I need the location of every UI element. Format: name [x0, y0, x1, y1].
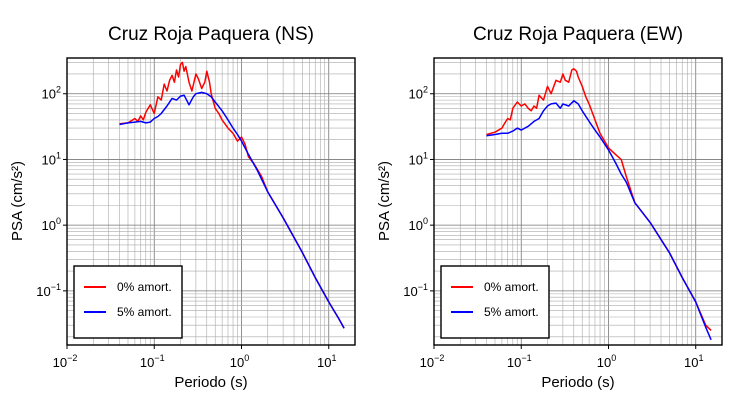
y-tick-label: 102	[409, 85, 428, 102]
legend: 0% amort. 5% amort.	[440, 265, 550, 339]
y-tick-label: 10−1	[403, 282, 428, 299]
series-line-5-amort	[486, 100, 712, 341]
x-tick-label: 10−1	[140, 353, 165, 370]
x-axis-label: Periodo (s)	[174, 374, 247, 391]
x-tick-label: 10−2	[53, 353, 78, 370]
x-axis-ticks: 10−2 10−1 100 101	[420, 345, 703, 370]
x-tick-label: 10−1	[507, 353, 532, 370]
series-layer	[486, 68, 712, 341]
chart-title: Cruz Roja Paquera (NS)	[108, 24, 314, 45]
y-tick-label: 102	[42, 85, 61, 102]
legend-box	[73, 265, 183, 339]
y-tick-label: 101	[42, 150, 61, 167]
legend: 0% amort. 5% amort.	[73, 265, 183, 339]
y-axis-ticks: 10−1 100 101 102	[403, 85, 434, 299]
grid-lines	[433, 58, 723, 345]
series-layer	[119, 61, 345, 329]
chart-panel-ew: Cruz Roja Paquera (EW) 10−2 10−1 100 101 10…	[376, 24, 723, 391]
legend-label-1: 5% amort.	[484, 305, 539, 319]
series-line-0-amort	[486, 68, 712, 331]
x-tick-label: 101	[317, 353, 336, 370]
x-tick-label: 10−2	[420, 353, 445, 370]
plot-frame	[66, 57, 356, 346]
x-tick-label: 100	[230, 353, 249, 370]
x-axis-label: Periodo (s)	[541, 374, 614, 391]
y-axis-label: PSA (cm/s²)	[9, 161, 26, 241]
chart-panel-ns: Cruz Roja Paquera (NS) 10−2 10−1 100 101 10…	[9, 24, 356, 391]
y-axis-ticks: 10−1 100 101 102	[36, 85, 67, 299]
y-tick-label: 101	[409, 150, 428, 167]
y-tick-label: 100	[42, 216, 61, 233]
legend-label-1: 5% amort.	[117, 305, 172, 319]
y-tick-label: 10−1	[36, 282, 61, 299]
x-tick-label: 101	[684, 353, 703, 370]
legend-box	[440, 265, 550, 339]
series-line-5-amort	[119, 91, 345, 329]
x-tick-label: 100	[597, 353, 616, 370]
y-axis-label: PSA (cm/s²)	[376, 161, 393, 241]
x-axis-ticks: 10−2 10−1 100 101	[53, 345, 336, 370]
plot-frame	[433, 57, 723, 346]
chart-title: Cruz Roja Paquera (EW)	[473, 24, 683, 45]
y-tick-label: 100	[409, 216, 428, 233]
grid-lines	[66, 58, 356, 345]
legend-label-0: 0% amort.	[117, 280, 172, 294]
legend-label-0: 0% amort.	[484, 280, 539, 294]
